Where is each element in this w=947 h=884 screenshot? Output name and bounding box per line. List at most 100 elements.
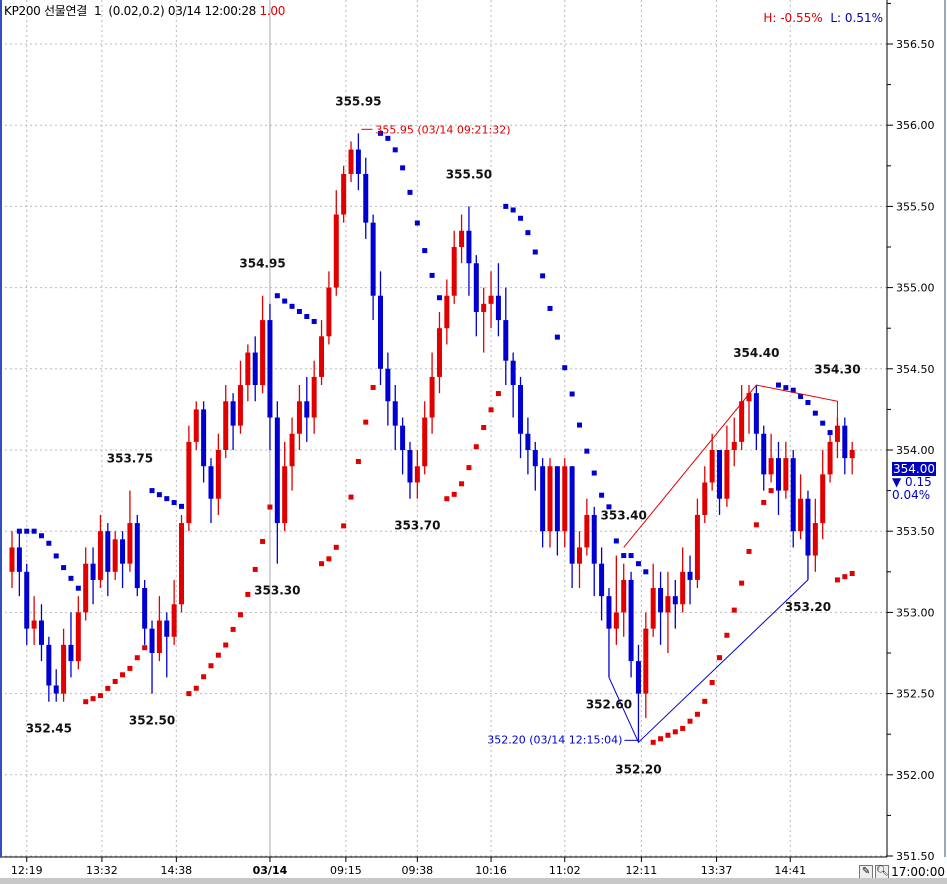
candle-body — [436, 328, 442, 377]
x-tick-label: 03/14 — [253, 864, 288, 877]
sar-dot — [481, 425, 487, 431]
candle-body — [46, 644, 52, 686]
y-tick-label: 355.00 — [896, 282, 935, 295]
candle-body — [319, 336, 325, 377]
sar-dot — [746, 548, 752, 554]
sar-dot — [38, 533, 44, 539]
sar-dot — [761, 499, 767, 505]
x-tick-label: 14:38 — [160, 864, 192, 877]
x-tick-label: 09:15 — [330, 864, 362, 877]
sar-dot — [179, 503, 185, 509]
sar-dot — [717, 655, 723, 661]
candle-body — [38, 620, 44, 645]
sar-dot — [628, 553, 634, 559]
sar-dot — [112, 678, 118, 684]
sar-dot — [61, 565, 67, 571]
candle-body — [768, 458, 774, 475]
sar-dot — [296, 308, 302, 314]
candle-body — [717, 450, 723, 499]
sar-dot — [311, 318, 317, 324]
candle-body — [208, 466, 214, 499]
candle-body — [230, 401, 236, 426]
candle-body — [488, 295, 494, 304]
candle-body — [348, 149, 354, 174]
sar-dot — [24, 528, 30, 534]
sar-dot — [127, 665, 133, 671]
cursor-datetime: 03/14 12:00:28 — [167, 4, 256, 18]
sar-dot — [525, 230, 531, 236]
price-change: ▼ 0.15 — [892, 475, 932, 489]
candle-body — [378, 295, 383, 369]
sar-dot — [83, 699, 89, 705]
swing-label: 352.60 — [586, 697, 632, 711]
pencil-icon[interactable]: ✎ — [859, 865, 874, 879]
candle-body — [820, 474, 826, 524]
sar-dot — [702, 698, 708, 704]
candle-body — [540, 466, 546, 532]
y-tick-label: 351.50 — [896, 850, 935, 863]
candle-body — [650, 588, 656, 629]
candle-body — [156, 620, 162, 653]
candle-body — [709, 450, 715, 483]
candle-body — [702, 482, 708, 515]
horizontal-scrollbar[interactable] — [0, 878, 947, 884]
zigzag-line — [623, 384, 838, 548]
sar-dot — [834, 577, 840, 583]
candle-body — [606, 596, 612, 629]
candle-body — [643, 628, 649, 694]
candle-body — [149, 628, 155, 653]
swing-label: 352.50 — [129, 714, 175, 728]
x-tick-label: 12:19 — [11, 864, 43, 877]
candle-body — [532, 450, 538, 467]
y-tick-label: 353.00 — [896, 606, 935, 619]
sar-dot — [503, 203, 509, 209]
sar-dot — [665, 732, 671, 738]
x-tick-label: 11:02 — [549, 864, 581, 877]
candle-body — [834, 425, 840, 442]
y-tick-label: 354.00 — [896, 444, 935, 457]
symbol: KP200 선물연결 — [4, 4, 87, 18]
x-tick-label: 14:41 — [774, 864, 806, 877]
candle-body — [687, 571, 693, 580]
candle-body — [429, 376, 435, 418]
candle-body — [621, 579, 627, 613]
candle-body — [363, 173, 369, 223]
sar-dot — [510, 207, 516, 213]
sar-dot — [120, 672, 126, 678]
candle-body — [798, 498, 804, 532]
sar-dot — [687, 718, 693, 724]
sar-dot — [414, 220, 420, 226]
candle-body — [267, 320, 273, 418]
candle-body — [805, 498, 811, 556]
x-tick-label: 12:11 — [626, 864, 658, 877]
sar-dot — [348, 494, 354, 500]
y-tick-label: 353.50 — [896, 525, 935, 538]
sar-dot — [444, 496, 450, 502]
min-annotation: 352.20 (03/14 12:15:04) — [487, 733, 622, 746]
candle-body — [547, 466, 553, 532]
sar-dot — [473, 444, 479, 450]
sar-dot — [341, 523, 347, 529]
candle-body — [120, 539, 126, 564]
current-price-box: 354.00 ▼ 0.15 0.04% — [892, 462, 936, 502]
sar-dot — [142, 645, 148, 651]
magnifier-icon[interactable]: 🔍︎ — [875, 865, 890, 879]
sar-dot — [164, 496, 170, 502]
zigzag-line — [608, 579, 809, 744]
sar-dot — [252, 566, 258, 572]
candle-body — [525, 433, 531, 450]
sar-dot — [304, 314, 310, 320]
sar-dot — [827, 430, 833, 436]
sar-dot — [156, 492, 162, 498]
sar-dot — [436, 295, 442, 301]
sar-dot — [783, 385, 789, 391]
candle-body — [304, 401, 310, 418]
sar-dot — [790, 387, 796, 393]
candle-body — [392, 401, 398, 426]
sar-dot — [16, 528, 22, 534]
sar-dot — [422, 248, 428, 254]
sar-dot — [731, 607, 737, 613]
sar-dot — [739, 580, 745, 586]
candle-body — [289, 433, 295, 467]
